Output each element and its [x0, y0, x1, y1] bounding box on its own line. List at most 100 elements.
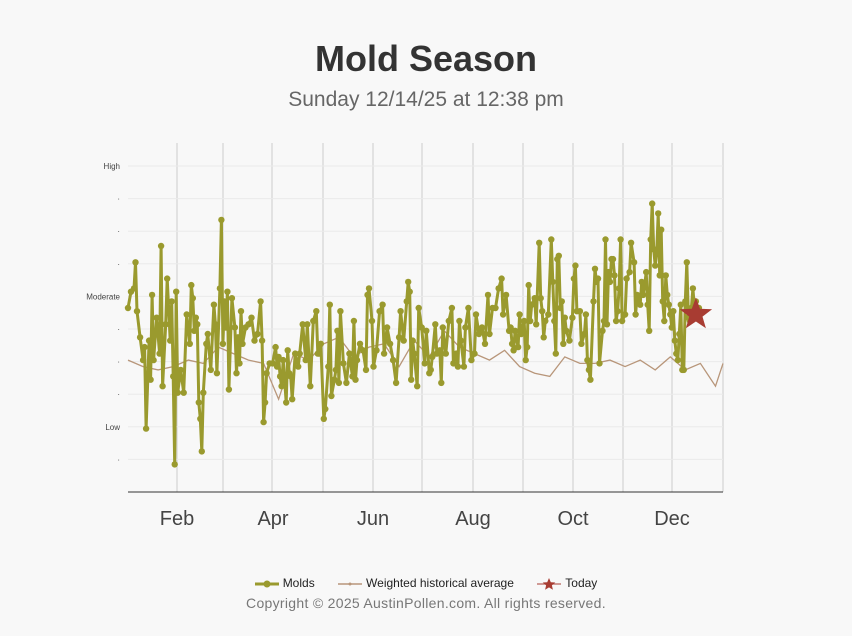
molds-point-132: [408, 376, 415, 383]
molds-point-50: [225, 386, 233, 393]
molds-point-56: [237, 308, 245, 315]
molds-point-240: [627, 239, 635, 246]
molds-point-91: [316, 350, 323, 357]
molds-point-36: [198, 448, 205, 455]
molds-point-122: [383, 324, 391, 331]
legend-today-label: Today: [565, 575, 598, 590]
molds-point-121: [382, 337, 389, 344]
molds-point-97: [328, 392, 335, 400]
molds-point-161: [472, 311, 480, 318]
molds-point-59: [245, 321, 252, 328]
molds-point-235: [617, 236, 624, 243]
molds-point-119: [379, 301, 386, 308]
x-tick-label-dec: Dec: [654, 508, 690, 530]
molds-point-181: [521, 317, 528, 325]
molds-point-109: [353, 356, 361, 364]
legend-today[interactable]: Today: [537, 576, 597, 590]
molds-point-183: [524, 343, 531, 351]
molds-point-164: [481, 340, 489, 347]
molds-point-75: [280, 356, 287, 364]
legend-historical-swatch: [338, 582, 363, 586]
molds-point-153: [454, 363, 462, 370]
molds-point-186: [528, 301, 535, 308]
molds-point-263: [665, 301, 672, 308]
legend-historical[interactable]: Weighted historical average: [338, 576, 514, 590]
molds-point-104: [343, 379, 350, 387]
molds-point-85: [302, 356, 309, 364]
molds-point-16: [159, 383, 166, 390]
molds-point-239: [626, 268, 633, 276]
molds-point-203: [560, 340, 567, 347]
molds-point-157: [462, 324, 469, 331]
molds-point-170: [498, 275, 505, 282]
y-axis-tick-labels: High · · · Moderate · · · Low ·: [86, 162, 120, 464]
x-tick-label-aug: Aug: [455, 508, 491, 530]
molds-point-133: [409, 337, 416, 344]
molds-point-25: [177, 366, 184, 374]
molds-point-31: [191, 327, 198, 334]
molds-point-270: [676, 330, 683, 338]
molds-point-207: [569, 314, 576, 321]
molds-point-260: [661, 317, 668, 325]
molds-point-120: [380, 350, 388, 357]
molds-point-255: [653, 249, 660, 256]
molds-point-54: [234, 334, 242, 341]
molds-point-103: [340, 360, 347, 367]
molds-point-46: [219, 340, 227, 347]
molds-point-174: [507, 324, 514, 331]
molds-point-146: [438, 379, 445, 387]
molds-point-242: [632, 311, 639, 318]
molds-point-145: [436, 347, 443, 354]
molds-line: [126, 202, 701, 466]
legend-molds[interactable]: Molds: [254, 576, 315, 590]
molds-point-123: [386, 340, 394, 347]
molds-point-95: [325, 363, 332, 370]
y-tick-label-0: High: [104, 162, 120, 171]
molds-point-243: [633, 291, 641, 299]
molds-point-107: [350, 317, 358, 325]
molds-point-37: [200, 389, 207, 396]
molds-point-135: [414, 383, 421, 390]
y-tick-label-4: Moderate: [86, 292, 120, 301]
molds-point-20: [168, 298, 175, 305]
molds-point-110: [356, 340, 364, 347]
molds-point-182: [522, 356, 529, 364]
molds-point-23: [173, 288, 180, 295]
molds-point-32: [192, 314, 199, 321]
molds-point-215: [584, 356, 591, 364]
molds-point-21: [170, 373, 177, 380]
molds-point-259: [659, 298, 666, 305]
molds-point-6: [139, 356, 147, 364]
molds-point-45: [218, 216, 225, 224]
molds-point-9: [145, 337, 153, 344]
molds-point-60: [248, 314, 255, 321]
molds-point-105: [346, 350, 353, 357]
x-tick-label-apr: Apr: [257, 508, 288, 530]
molds-point-274: [682, 298, 689, 305]
y-tick-label-1: ·: [117, 195, 120, 204]
chart-title: Mold Season: [314, 38, 538, 79]
molds-point-47: [221, 298, 228, 305]
molds-point-41: [210, 301, 218, 308]
molds-point-244: [637, 301, 644, 308]
molds-point-166: [486, 330, 493, 338]
x-tick-label-jun: Jun: [357, 508, 389, 530]
molds-point-53: [233, 370, 240, 377]
molds-point-252: [649, 200, 656, 207]
molds-point-201: [557, 304, 564, 312]
molds-point-179: [516, 311, 523, 318]
molds-point-214: [582, 311, 590, 318]
molds-point-108: [352, 376, 359, 383]
today-star-marker: [679, 297, 713, 329]
molds-point-204: [561, 314, 568, 321]
molds-point-200: [555, 252, 562, 259]
chart-subtitle: Sunday 12/14/25 at 12:38 pm: [288, 88, 564, 111]
molds-point-86: [304, 321, 311, 328]
molds-point-0: [124, 304, 132, 312]
molds-point-230: [609, 255, 617, 263]
y-tick-label-6: ·: [117, 358, 120, 367]
molds-point-193: [542, 317, 549, 325]
molds-point-189: [536, 239, 543, 246]
molds-point-168: [492, 304, 499, 312]
molds-point-208: [570, 275, 578, 282]
